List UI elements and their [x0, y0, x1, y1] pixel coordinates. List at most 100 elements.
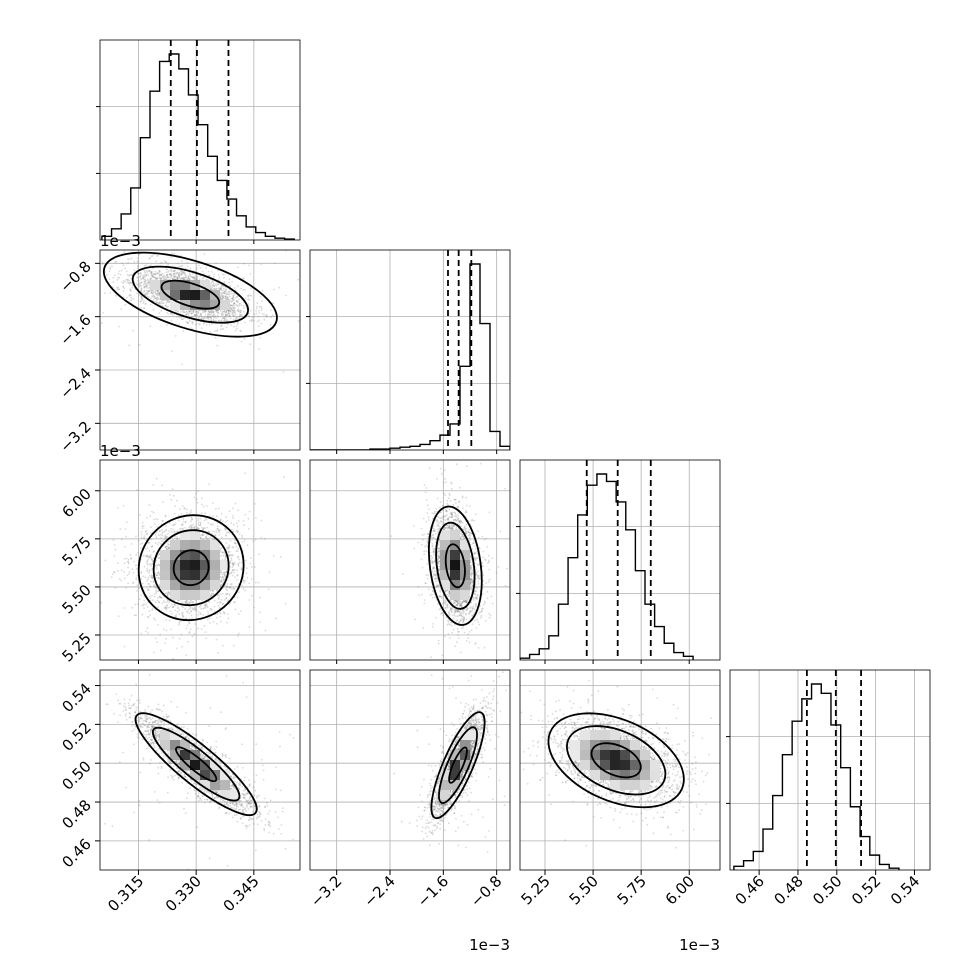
sample-point: [201, 534, 204, 536]
sample-point: [206, 534, 209, 536]
sample-point: [199, 604, 202, 607]
sample-point: [137, 552, 140, 554]
sample-point: [212, 311, 215, 314]
sample-point: [220, 287, 223, 290]
sample-point: [168, 547, 170, 550]
sample-point: [237, 530, 239, 533]
sample-point: [221, 576, 224, 579]
sample-point: [225, 516, 227, 519]
sample-point: [222, 580, 225, 582]
sample-point: [161, 519, 164, 522]
sample-point: [142, 277, 145, 280]
sample-point: [238, 304, 241, 307]
sample-point: [122, 290, 125, 292]
sample-point: [169, 273, 172, 275]
sample-point: [167, 591, 170, 593]
sample-point: [164, 514, 167, 517]
sample-point: [205, 603, 208, 606]
sample-point: [171, 277, 174, 280]
sample-point: [239, 315, 242, 318]
sample-point: [230, 559, 233, 561]
sample-point: [225, 313, 228, 316]
sample-point: [233, 587, 236, 590]
sample-point: [118, 325, 120, 328]
sample-point: [156, 599, 159, 602]
sample-point: [127, 261, 130, 264]
sample-point: [139, 547, 142, 550]
sample-point: [116, 279, 119, 281]
sample-point: [151, 568, 154, 570]
sample-point: [169, 273, 171, 276]
sample-point: [154, 523, 156, 525]
panel-content: [100, 250, 300, 450]
sample-point: [213, 330, 216, 332]
sample-point: [263, 313, 266, 316]
sample-point: [152, 291, 155, 293]
sample-point: [239, 309, 242, 312]
sample-point: [146, 284, 148, 287]
sample-point: [235, 317, 238, 320]
sample-point: [218, 276, 221, 279]
sample-point: [145, 302, 147, 304]
sample-point: [232, 563, 234, 566]
sample-point: [185, 313, 188, 316]
sample-point: [184, 520, 187, 523]
sample-point: [144, 555, 147, 558]
sample-point: [232, 304, 235, 306]
sample-point: [243, 524, 245, 527]
sample-point: [236, 316, 239, 318]
sample-point: [249, 343, 252, 346]
sample-point: [226, 296, 229, 298]
sample-point: [220, 298, 223, 300]
sample-point: [164, 536, 167, 539]
sample-point: [195, 609, 198, 612]
sample-point: [237, 563, 240, 566]
sample-point: [221, 546, 223, 549]
sample-point: [196, 314, 199, 316]
sample-point: [126, 296, 128, 299]
sample-point: [163, 538, 166, 540]
sample-point: [202, 322, 205, 325]
sample-point: [118, 577, 121, 580]
sample-point: [153, 518, 155, 521]
sample-point: [203, 311, 206, 313]
sample-point: [101, 322, 103, 324]
sample-point: [188, 512, 191, 515]
sample-point: [149, 585, 152, 588]
sample-point: [241, 314, 243, 316]
sample-point: [138, 253, 141, 256]
sample-point: [136, 574, 139, 577]
sample-point: [217, 315, 220, 318]
sample-point: [190, 312, 193, 315]
sample-point: [232, 308, 235, 310]
sample-point: [265, 315, 268, 318]
sample-point: [226, 593, 229, 596]
sample-point: [179, 508, 181, 510]
density-cell: [200, 300, 210, 310]
sample-point: [139, 543, 142, 545]
sample-point: [125, 586, 128, 589]
sample-point: [199, 315, 201, 317]
sample-point: [181, 615, 184, 617]
sample-point: [122, 264, 125, 267]
sample-point: [186, 261, 189, 264]
sample-point: [122, 285, 125, 288]
sample-point: [113, 571, 116, 573]
sample-point: [154, 270, 157, 273]
sample-point: [151, 545, 154, 548]
sample-point: [126, 274, 129, 276]
sample-point: [143, 565, 146, 568]
sample-point: [261, 289, 264, 292]
sample-point: [156, 564, 159, 567]
sample-point: [240, 568, 243, 571]
sample-point: [156, 292, 158, 295]
sample-point: [150, 291, 153, 294]
sample-point: [174, 615, 177, 617]
sample-point: [133, 260, 136, 263]
sample-point: [113, 571, 116, 573]
sample-point: [205, 637, 207, 640]
sample-point: [237, 613, 240, 615]
sample-point: [221, 603, 224, 606]
sample-point: [205, 536, 208, 539]
sample-point: [217, 319, 220, 322]
